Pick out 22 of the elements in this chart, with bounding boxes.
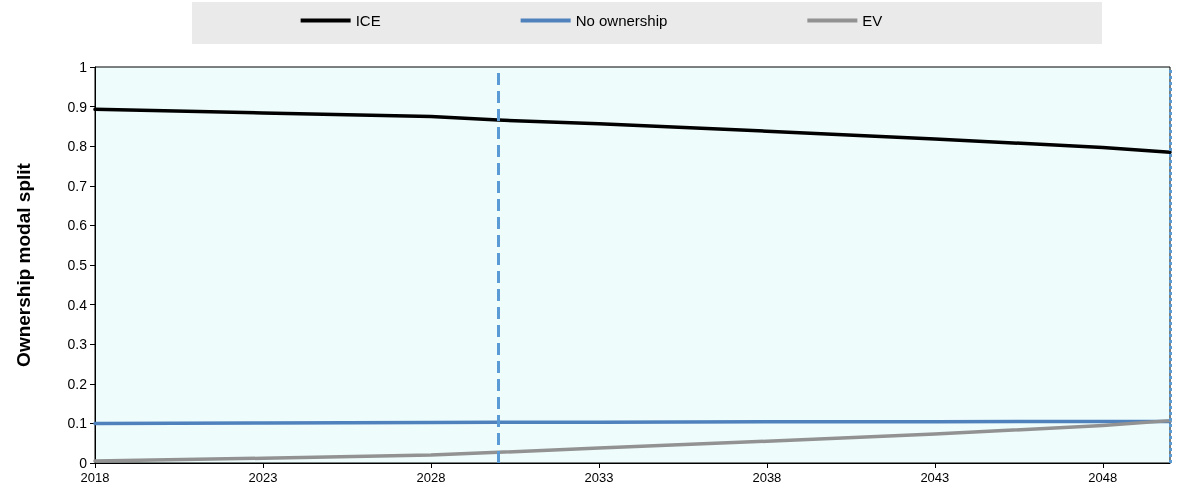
x-tick-label: 2028 bbox=[416, 470, 446, 485]
y-tick-label: 0 bbox=[79, 455, 88, 471]
y-tick-label: 0.8 bbox=[67, 138, 88, 155]
y-tick-label: 0.1 bbox=[67, 415, 88, 432]
x-tick-label: 2048 bbox=[1088, 470, 1118, 485]
legend-label: No ownership bbox=[575, 12, 668, 29]
x-tick-label: 2018 bbox=[80, 470, 110, 485]
y-tick-label: 0.3 bbox=[67, 336, 88, 353]
legend-label: ICE bbox=[355, 12, 381, 29]
x-tick-label: 2023 bbox=[248, 470, 278, 485]
y-tick-label: 0.2 bbox=[67, 375, 88, 392]
x-tick-label: 2038 bbox=[752, 470, 782, 485]
y-tick-label: 0.5 bbox=[67, 257, 88, 273]
y-tick-label: 0.6 bbox=[67, 217, 88, 234]
legend-label: EV bbox=[862, 12, 883, 29]
x-tick-label: 2043 bbox=[920, 470, 950, 485]
y-tick-label: 0.9 bbox=[67, 98, 88, 115]
y-axis-title: Ownership modal split bbox=[13, 162, 34, 367]
x-tick-label: 2033 bbox=[584, 470, 614, 485]
y-tick-label: 1 bbox=[79, 59, 88, 75]
y-tick-label: 0.4 bbox=[67, 296, 88, 313]
y-tick-label: 0.7 bbox=[67, 177, 88, 194]
